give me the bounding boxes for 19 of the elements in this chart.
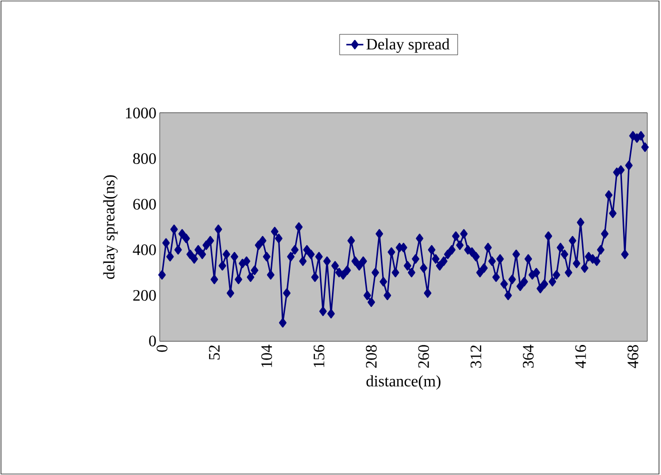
y-axis-title: delay spread(ns) xyxy=(103,175,118,279)
y-tick-label: 200 xyxy=(133,290,156,301)
y-tick-label: 1000 xyxy=(126,108,156,118)
x-tick-label: 52 xyxy=(208,345,220,360)
x-tick-label: 468 xyxy=(628,345,638,368)
y-tick-label: 600 xyxy=(133,198,156,210)
x-tick-label: 0 xyxy=(156,345,168,352)
y-tick-label: 800 xyxy=(133,153,156,164)
x-tick-label: 208 xyxy=(366,345,377,368)
x-tick-label: 260 xyxy=(418,345,430,368)
y-tick-label: 0 xyxy=(149,336,156,346)
x-tick-label: 104 xyxy=(261,344,272,368)
y-tick-label: 400 xyxy=(132,244,156,256)
x-tick-label: 364 xyxy=(522,344,534,368)
x-tick-label: 312 xyxy=(470,345,482,368)
x-tick-label: 416 xyxy=(575,344,586,368)
x-axis-title: distance(m) xyxy=(366,375,440,390)
x-tick-label: 156 xyxy=(314,344,324,368)
legend-label: Delay spread xyxy=(366,38,450,53)
